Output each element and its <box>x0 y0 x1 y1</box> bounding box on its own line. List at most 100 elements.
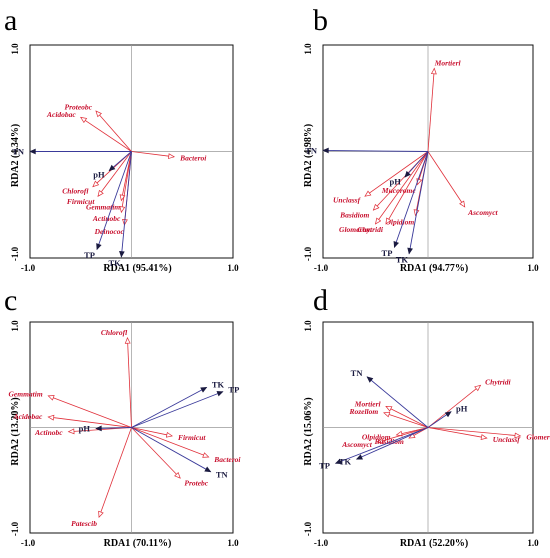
env-label-c-tp: TP <box>228 384 239 394</box>
species-label-c-chlorofl: Chlorofl <box>101 328 128 337</box>
species-label-d-unclassf: Unclassf <box>493 435 522 444</box>
species-label-c-firmicut: Firmicut <box>178 433 206 442</box>
env-arrow-b-tp <box>393 151 429 249</box>
species-arrow-c-acidobac <box>47 414 132 428</box>
species-arrow-b-chytridi <box>385 151 429 225</box>
y-tick-min-a: -1.0 <box>10 246 20 261</box>
env-label-a-ph: pH <box>93 170 105 180</box>
species-label-b-olpidiom: Olpidiom <box>385 217 414 226</box>
env-arrow-a-tk <box>119 151 132 258</box>
species-label-d-basidiom: Basidiom <box>374 437 404 446</box>
species-label-c-actinobc: Actinobc <box>34 428 63 437</box>
species-arrow-c-chlorofl <box>124 336 132 428</box>
env-arrow-b-tk <box>407 151 429 255</box>
species-arrow-c-gemmatim <box>47 395 132 428</box>
species-arrow-d-ascomyct <box>376 427 429 444</box>
species-label-a-actinobc: Actinobc <box>92 214 121 223</box>
env-label-d-tp: TP <box>319 461 330 471</box>
env-arrow-c-ph <box>95 425 132 432</box>
species-label-d-ascomyct: Ascomyct <box>341 440 372 449</box>
species-label-c-bacteroi: Bacteroi <box>213 455 241 464</box>
env-arrow-d-ph <box>427 411 452 428</box>
species-label-b-basidiom: Basidiom <box>339 210 369 219</box>
species-arrow-d-unclassf <box>427 427 488 440</box>
env-label-b-tn: TN <box>305 145 318 155</box>
env-arrow-c-tn <box>131 427 212 473</box>
y-tick-max-b: 1.0 <box>303 43 313 55</box>
env-arrow-b-ph <box>404 151 429 178</box>
species-label-c-protebc: Protebc <box>184 478 208 487</box>
x-tick-max-c: 1.0 <box>227 538 239 548</box>
env-label-d-ph: pH <box>456 403 468 413</box>
x-tick-min-c: -1.0 <box>21 538 36 548</box>
species-label-d-glomerom: Glomerom <box>526 432 550 441</box>
y-axis-title-c: RDA2 (13.20%) <box>10 397 21 465</box>
species-label-c-patescib: Patescib <box>71 519 97 528</box>
species-label-b-ascomyct: Ascomyct <box>467 208 498 217</box>
species-label-d-chytridi: Chytridi <box>485 378 511 387</box>
species-label-a-deinococ: Deinococ <box>94 227 125 236</box>
species-label-c-acidobac: Acidobac <box>13 412 43 421</box>
species-label-b-mucoromc: Mucoromc <box>381 186 416 195</box>
species-arrow-a-actinobc <box>119 151 132 214</box>
x-axis-title-b: RDA1 (94.77%) <box>400 263 468 274</box>
env-label-a-tp: TP <box>84 250 95 260</box>
env-arrow-a-tp <box>96 151 132 251</box>
x-tick-max-d: 1.0 <box>527 538 539 548</box>
panel-letter-b: b <box>313 4 328 37</box>
species-label-a-bacteroi: Bacteroi <box>179 154 207 163</box>
env-label-b-tp: TP <box>382 248 393 258</box>
x-tick-min-a: -1.0 <box>21 263 36 273</box>
species-arrow-b-mortierl <box>427 67 437 152</box>
env-label-b-ph: pH <box>390 177 402 187</box>
species-label-d-rozellom: Rozellom <box>348 407 378 416</box>
x-tick-max-b: 1.0 <box>527 263 539 273</box>
species-label-c-gemmatim: Gemmatim <box>8 390 42 399</box>
env-label-a-tn: TN <box>12 147 25 157</box>
y-tick-max-d: 1.0 <box>303 320 313 332</box>
species-arrow-a-proteobc <box>95 110 132 152</box>
x-axis-title-d: RDA1 (52.20%) <box>400 538 468 549</box>
y-tick-min-b: -1.0 <box>303 246 313 261</box>
species-arrow-c-protebc <box>131 427 181 479</box>
y-axis-title-b: RDA2 (4.98%) <box>303 124 314 187</box>
species-label-a-gemmatim: Gemmatim <box>86 202 120 211</box>
species-arrow-c-bacteroi <box>131 427 210 458</box>
env-arrow-d-tk <box>355 427 429 460</box>
panel-letter-c: c <box>4 284 17 317</box>
x-axis-title-a: RDA1 (95.41%) <box>103 263 171 274</box>
y-tick-min-c: -1.0 <box>10 521 20 536</box>
x-tick-max-a: 1.0 <box>227 263 239 273</box>
x-axis-title-c: RDA1 (70.11%) <box>104 538 172 549</box>
species-label-a-firmicut: Firmicut <box>67 197 95 206</box>
species-label-d-mortierl: Mortierl <box>354 400 382 409</box>
env-arrow-c-tk <box>131 387 208 428</box>
species-label-d-olpidiom: Olpidiom <box>362 432 391 441</box>
species-arrow-a-bacteroi <box>131 151 176 160</box>
species-arrow-d-glomerom <box>427 427 522 439</box>
x-tick-min-d: -1.0 <box>314 538 329 548</box>
env-arrow-d-tn <box>366 376 429 428</box>
species-arrow-a-firmicut <box>97 151 132 197</box>
env-arrow-b-tn <box>322 147 429 154</box>
species-arrow-d-mortierl <box>385 406 429 428</box>
y-tick-min-d: -1.0 <box>303 521 313 536</box>
panel-letter-d: d <box>313 284 328 317</box>
y-axis-title-a: RDA2 (4.34%) <box>10 124 21 187</box>
y-tick-max-a: 1.0 <box>10 43 20 55</box>
species-arrow-b-ascomyct <box>427 151 466 208</box>
env-label-c-tk: TK <box>212 380 225 390</box>
species-label-a-proteobc: Proteobc <box>65 103 93 112</box>
env-arrow-a-ph <box>108 151 132 172</box>
species-arrow-c-patescib <box>98 427 132 519</box>
species-label-b-glomerom: Glomerom <box>339 225 372 234</box>
env-label-c-tn: TN <box>216 470 229 480</box>
env-arrow-c-tp <box>131 391 224 428</box>
species-label-a-chlorofl: Chlorofl <box>62 187 89 196</box>
species-arrow-d-rozellom <box>383 411 429 428</box>
y-axis-title-d: RDA2 (15.06%) <box>303 397 314 465</box>
env-label-d-tn: TN <box>351 368 364 378</box>
env-arrow-d-tp <box>334 427 429 464</box>
species-arrow-a-acidobac <box>80 116 132 152</box>
